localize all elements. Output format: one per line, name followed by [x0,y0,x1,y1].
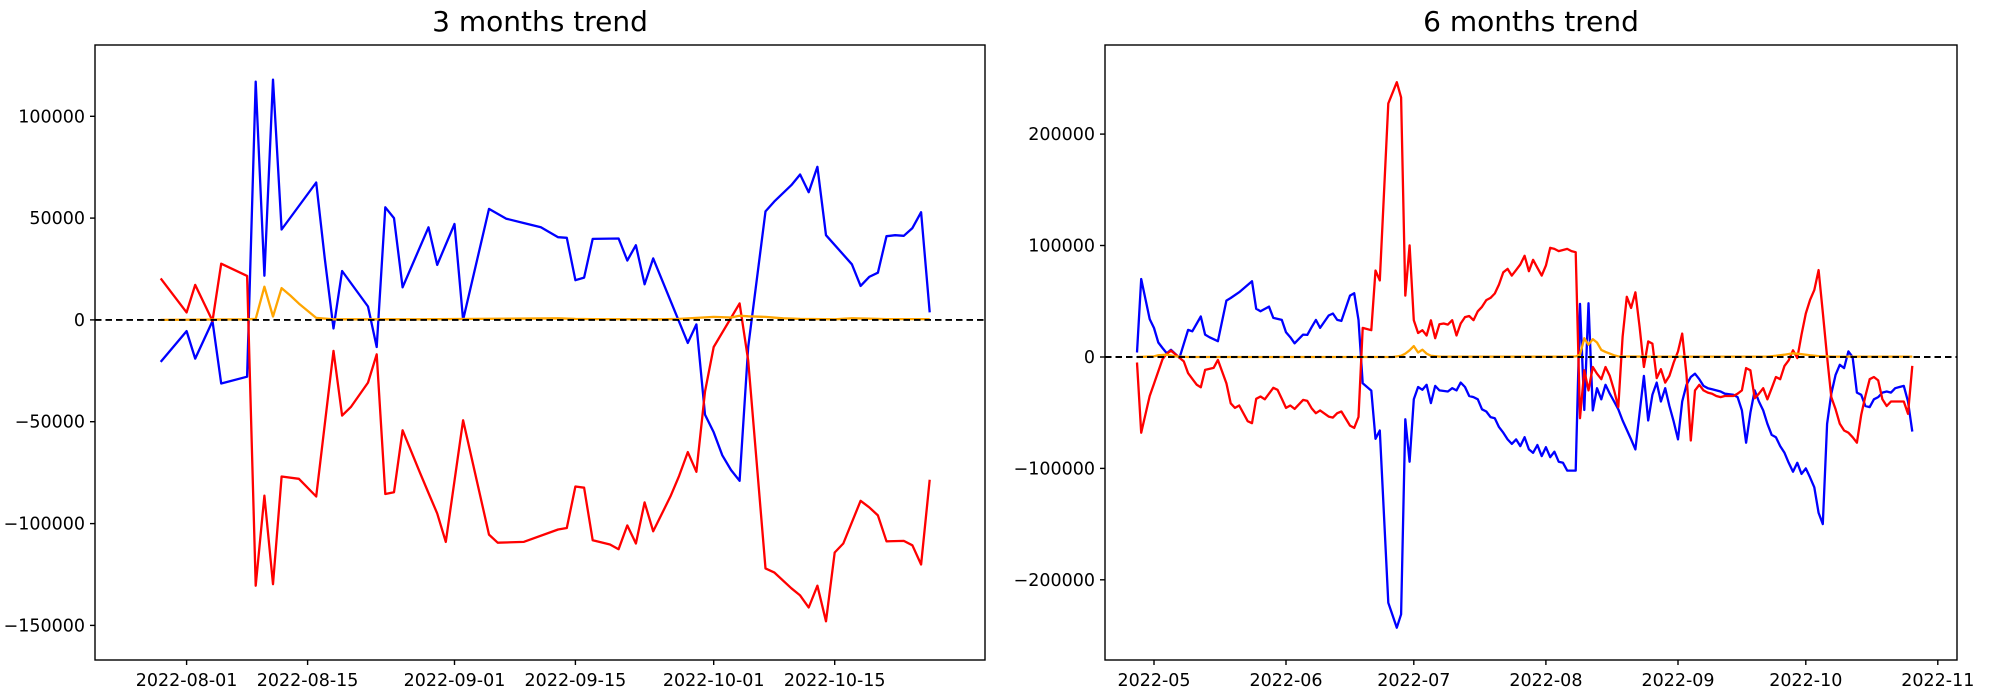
y-tick-label: 50000 [29,209,85,229]
chart-6m-title: 6 months trend [1423,5,1639,38]
y-tick-label: 100000 [1028,237,1095,257]
chart-6m-blue-line [1135,277,1914,629]
y-tick-label: −150000 [4,616,85,636]
chart-3m-blue-line [159,78,931,482]
y-tick-label: −100000 [4,515,85,535]
plot-box [1104,44,1958,661]
x-tick-label: 2022-09-15 [525,671,627,691]
x-tick-label: 2022-07 [1377,671,1450,691]
x-tick-label: 2022-08-01 [136,671,238,691]
x-tick-label: 2022-10-15 [784,671,886,691]
chart-3m-orange-line [160,285,930,322]
chart-3m-red-line [159,262,931,623]
x-tick-label: 2022-09-01 [404,671,506,691]
chart-6m-orange-line [1136,337,1913,359]
y-tick-label: 0 [1084,348,1095,368]
chart-6m-red-line [1135,81,1914,444]
y-tick-label: 200000 [1028,125,1095,145]
y-tick-label: −50000 [15,413,85,433]
x-tick-label: 2022-08-15 [257,671,359,691]
y-tick-label: 0 [74,311,85,331]
x-tick-label: 2022-05 [1117,671,1190,691]
chart-6m: 2022-05 2022-06 2022-07 2022-08 2022-09 2022-… [1014,44,1974,691]
y-tick-label: 100000 [18,107,85,127]
plot-box [94,44,986,661]
x-tick-label: 2022-11 [1901,671,1974,691]
y-tick-label: −200000 [1014,571,1095,591]
x-tick-label: 2022-08 [1509,671,1582,691]
chart-3m: 2022-08-01 2022-08-15 2022-09-01 2022-09-15… [4,44,986,691]
x-tick-label: 2022-06 [1249,671,1322,691]
x-tick-label: 2022-10-01 [663,671,765,691]
y-tick-label: −100000 [1014,459,1095,479]
chart-3m-title: 3 months trend [432,5,648,38]
x-tick-label: 2022-09 [1641,671,1714,691]
x-tick-label: 2022-10 [1769,671,1842,691]
